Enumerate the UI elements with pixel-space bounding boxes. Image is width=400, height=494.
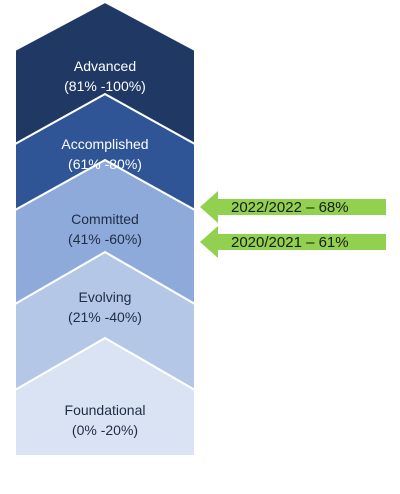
marker-arrow-2020 (200, 226, 386, 258)
tier-advanced-name: Advanced (74, 58, 136, 74)
tier-accomplished-range: (61% -80%) (68, 156, 142, 172)
tier-committed-range: (41% -60%) (68, 231, 142, 247)
tier-evolving-range: (21% -40%) (68, 309, 142, 325)
tier-evolving-name: Evolving (79, 289, 132, 305)
marker-label-2020: 2020/2021 – 61% (231, 234, 349, 251)
tier-foundational-name: Foundational (65, 402, 146, 418)
tier-committed-name: Committed (71, 211, 139, 227)
tier-advanced-shape (14, 0, 196, 146)
marker-arrow-2022 (200, 191, 386, 223)
marker-label-2022: 2022/2022 – 68% (231, 199, 349, 216)
tier-accomplished-name: Accomplished (61, 136, 148, 152)
tier-advanced-range: (81% -100%) (64, 78, 146, 94)
tier-foundational-range: (0% -20%) (72, 422, 138, 438)
